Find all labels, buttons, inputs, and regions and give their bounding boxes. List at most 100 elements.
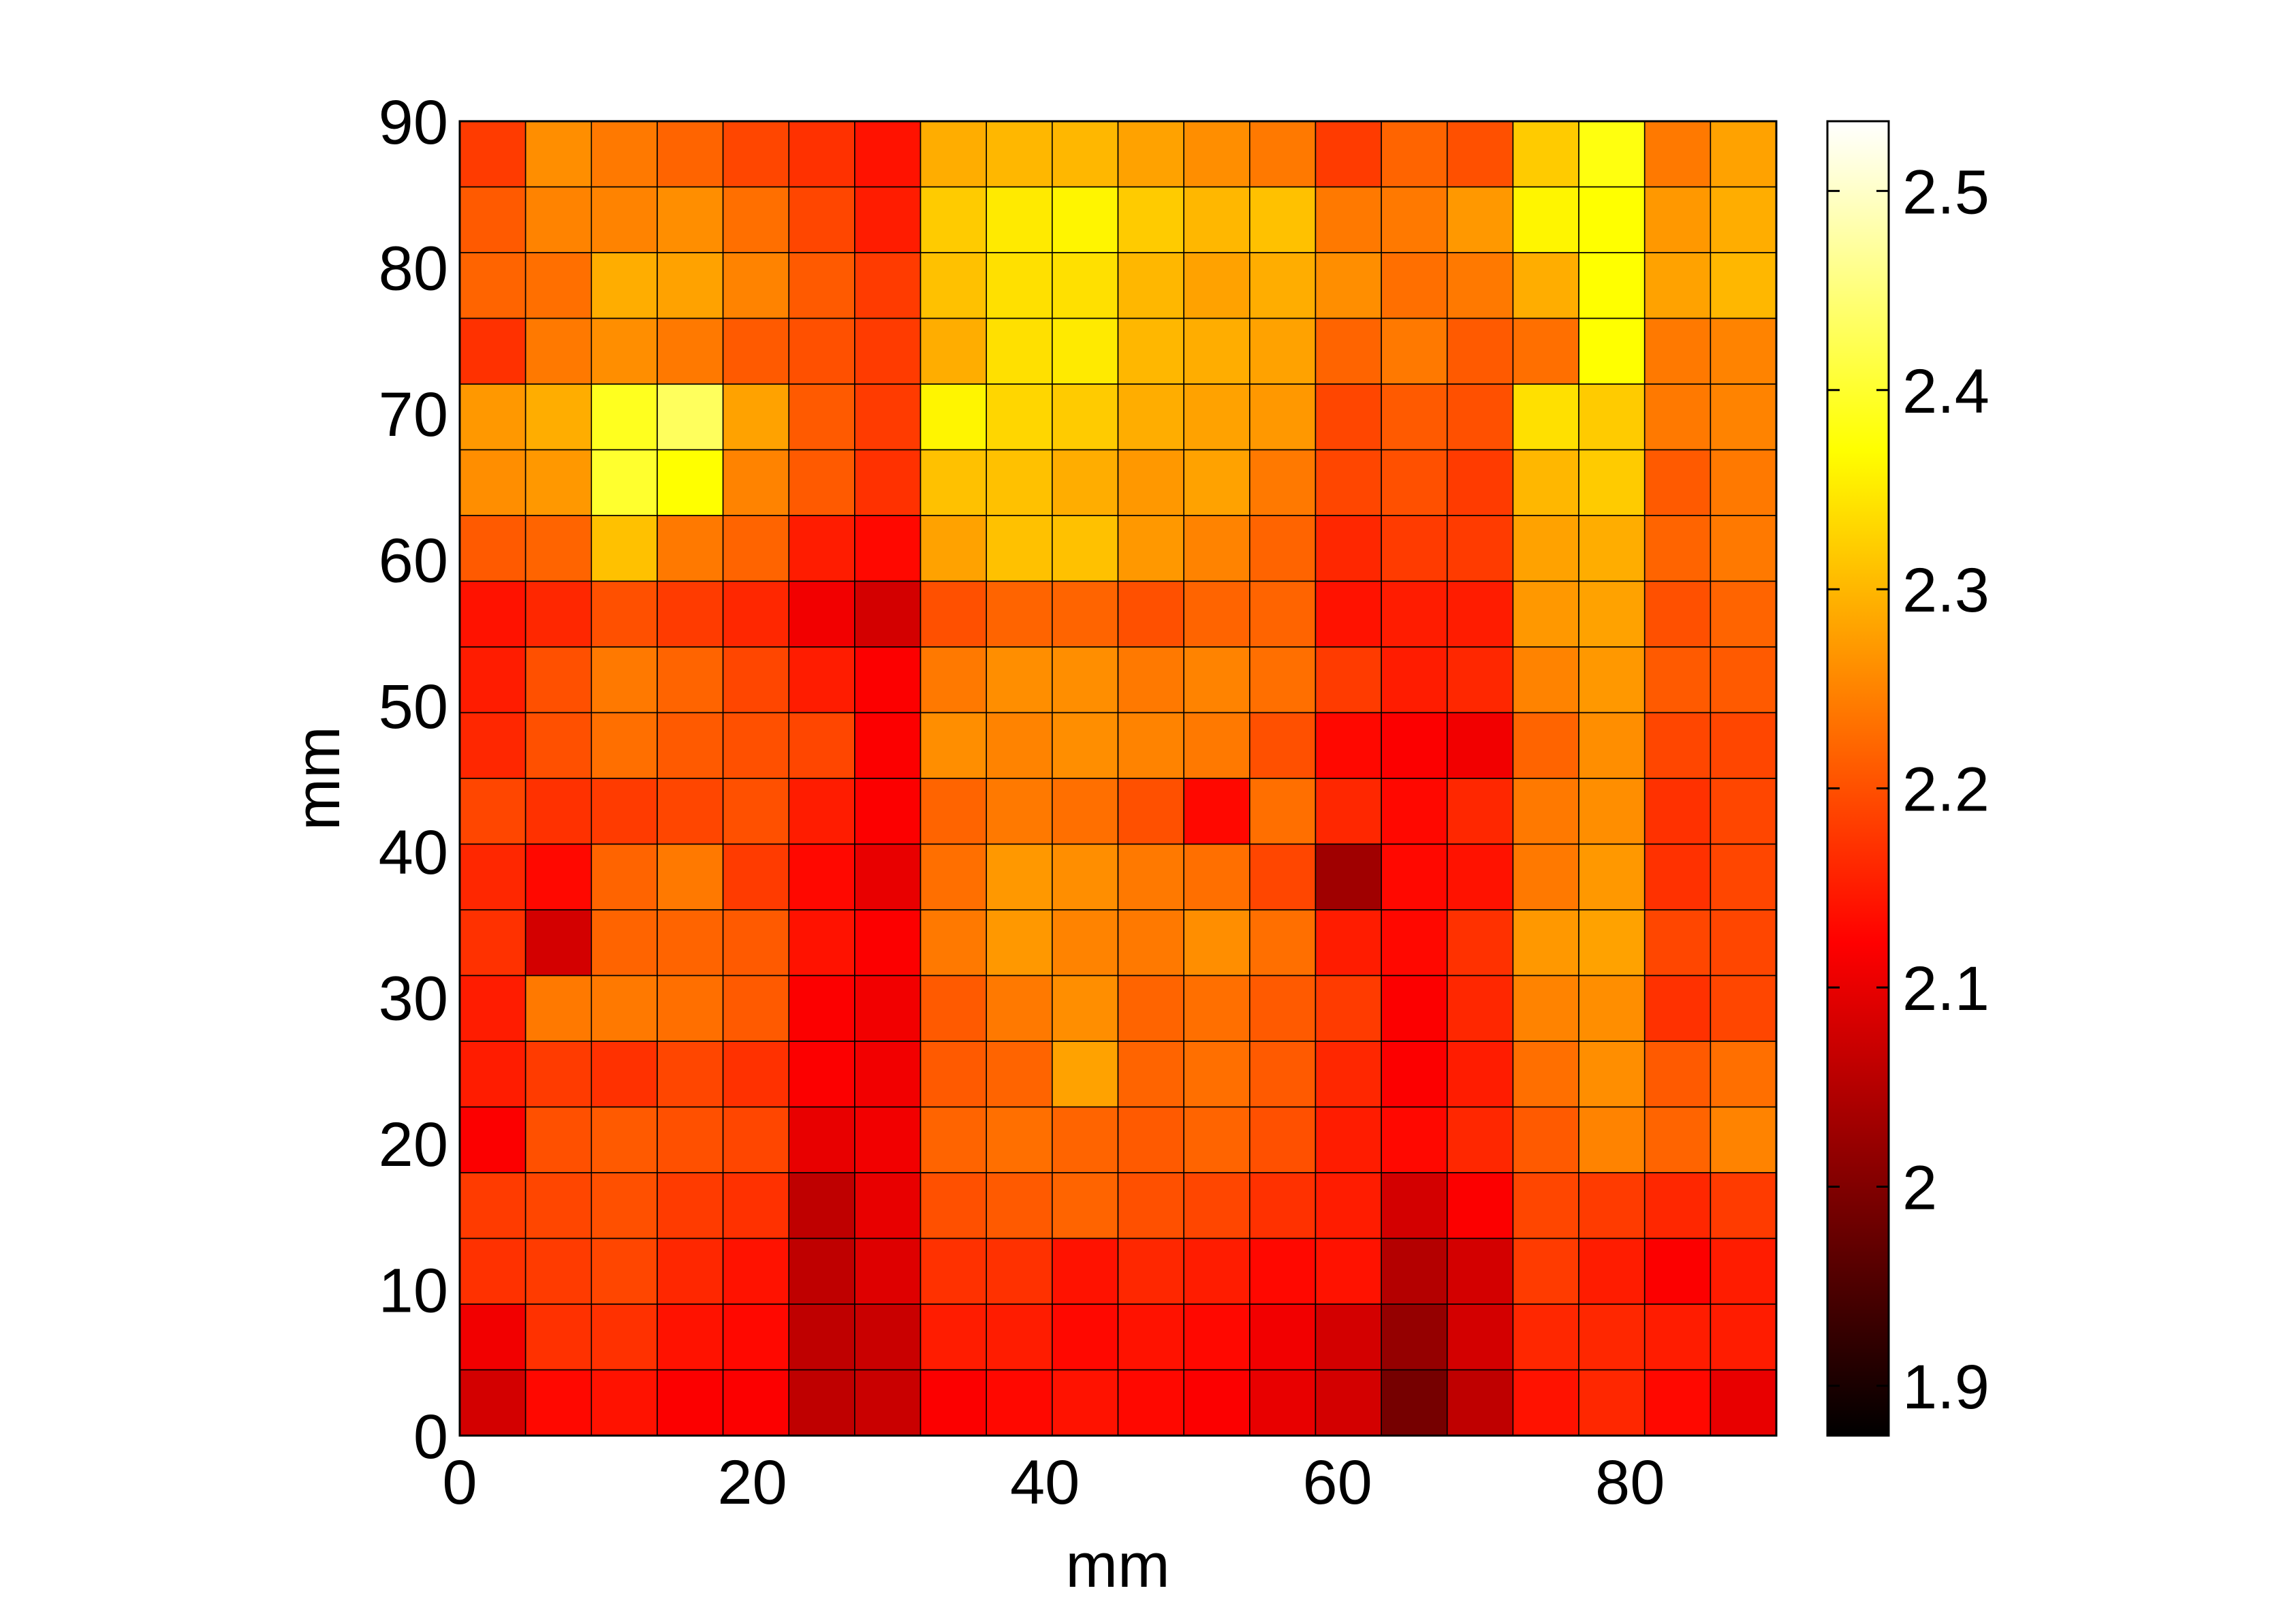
heatmap-cell <box>1710 843 1777 911</box>
heatmap-cell <box>1183 778 1251 845</box>
heatmap-cell <box>722 1303 790 1371</box>
heatmap-cell <box>459 449 526 516</box>
x-tick-label: 40 <box>1010 1448 1080 1517</box>
heatmap-cell <box>986 975 1053 1042</box>
heatmap-cell <box>1578 1237 1646 1305</box>
heatmap-cell <box>524 1106 593 1173</box>
heatmap-cell <box>1710 121 1777 188</box>
colorbar-tick-label: 2 <box>1902 1153 1937 1222</box>
heatmap-cell <box>1315 646 1382 714</box>
heatmap-cell <box>591 1041 658 1108</box>
heatmap-cell <box>1578 1172 1646 1239</box>
heatmap-cell <box>788 1106 855 1173</box>
heatmap-cell <box>854 186 922 253</box>
heatmap-cell <box>1117 975 1184 1042</box>
heatmap-cell <box>1446 712 1514 779</box>
heatmap-cell <box>1644 515 1712 582</box>
heatmap-cell <box>1578 909 1646 977</box>
heatmap-cell <box>1446 317 1514 385</box>
heatmap-cell <box>1710 975 1777 1042</box>
heatmap-cell <box>919 646 988 714</box>
heatmap-cell <box>1315 383 1382 451</box>
heatmap-cell <box>1117 712 1184 779</box>
heatmap-cell <box>1446 646 1514 714</box>
y-tick-label: 10 <box>379 1256 448 1326</box>
heatmap-cell <box>1249 975 1317 1042</box>
heatmap-cell <box>1512 317 1579 385</box>
heatmap-cell <box>1249 515 1317 582</box>
heatmap-cell <box>854 1041 922 1108</box>
heatmap-cell <box>1117 449 1184 516</box>
heatmap-cell <box>1381 646 1448 714</box>
heatmap-cell <box>986 580 1053 648</box>
heatmap-cell <box>1315 317 1382 385</box>
heatmap-cell <box>1446 975 1514 1042</box>
heatmap-cell <box>919 121 988 188</box>
heatmap-cell <box>1644 449 1712 516</box>
heatmap-cell <box>657 975 724 1042</box>
heatmap-cell <box>1512 646 1579 714</box>
heatmap-cell <box>1117 1303 1184 1371</box>
heatmap-cell <box>788 1369 855 1436</box>
heatmap-cell <box>854 1369 922 1436</box>
colorbar-tick-label: 1.9 <box>1902 1353 1990 1422</box>
heatmap-cell <box>1644 843 1712 911</box>
heatmap-cell <box>722 975 790 1042</box>
heatmap-cell <box>1644 1041 1712 1108</box>
heatmap-cell <box>854 449 922 516</box>
heatmap-cell <box>1710 186 1777 253</box>
heatmap-cell <box>1249 449 1317 516</box>
heatmap-cell <box>919 186 988 253</box>
heatmap-cell <box>854 252 922 319</box>
heatmap-cell <box>524 1237 593 1305</box>
heatmap-cell <box>591 843 658 911</box>
heatmap-cell <box>1644 1106 1712 1173</box>
heatmap-cell <box>919 778 988 845</box>
heatmap-cell <box>1512 1172 1579 1239</box>
heatmap-cell <box>459 778 526 845</box>
heatmap-cell <box>1512 843 1579 911</box>
colorbar-gradient <box>1826 120 1890 1437</box>
heatmap-cell <box>591 383 658 451</box>
heatmap-cell <box>986 252 1053 319</box>
heatmap-cell <box>854 1237 922 1305</box>
heatmap-cell <box>524 383 593 451</box>
heatmap-cell <box>722 909 790 977</box>
heatmap-cell <box>459 646 526 714</box>
heatmap-cell <box>459 1303 526 1371</box>
heatmap-cell <box>1644 1303 1712 1371</box>
heatmap-cell <box>524 712 593 779</box>
heatmap-cell <box>1446 1106 1514 1173</box>
heatmap-cell <box>1052 449 1119 516</box>
heatmap-cell <box>1446 1303 1514 1371</box>
heatmap-cell <box>657 1106 724 1173</box>
heatmap-cell <box>1710 646 1777 714</box>
heatmap-cell <box>1052 778 1119 845</box>
y-tick-label: 20 <box>379 1110 448 1180</box>
heatmap-cell <box>591 1237 658 1305</box>
heatmap-cell <box>1381 515 1448 582</box>
heatmap-cell <box>1315 843 1382 911</box>
heatmap-cell <box>459 1041 526 1108</box>
heatmap-cell <box>524 121 593 188</box>
heatmap-cell <box>919 252 988 319</box>
heatmap-cell <box>591 1172 658 1239</box>
heatmap-cell <box>1381 121 1448 188</box>
heatmap-cell <box>591 646 658 714</box>
heatmap-cell <box>1446 1172 1514 1239</box>
heatmap-cells <box>459 121 1777 1436</box>
heatmap-cell <box>1644 646 1712 714</box>
x-axis-ticks: 0 20 40 60 80 <box>442 1448 1665 1517</box>
heatmap-cell <box>1052 580 1119 648</box>
y-tick-label: 90 <box>379 88 448 157</box>
heatmap-cell <box>1183 252 1251 319</box>
heatmap-cell <box>986 515 1053 582</box>
heatmap-cell <box>1710 449 1777 516</box>
heatmap-cell <box>788 1172 855 1239</box>
heatmap-cell <box>1446 186 1514 253</box>
heatmap-cell <box>919 515 988 582</box>
heatmap-cell <box>524 843 593 911</box>
heatmap-cell <box>1315 1369 1382 1436</box>
heatmap-cell <box>1710 1041 1777 1108</box>
x-tick-label: 60 <box>1302 1448 1372 1517</box>
